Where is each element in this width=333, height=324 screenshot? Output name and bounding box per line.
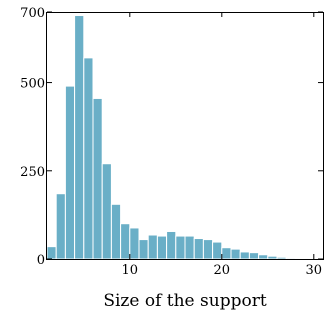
y-tick-label-0: 0 bbox=[37, 253, 45, 268]
histogram-bar-5 bbox=[83, 57, 94, 260]
histogram-bar-1 bbox=[46, 246, 57, 260]
histogram-bar-25 bbox=[267, 255, 278, 260]
histogram-bar-13 bbox=[156, 235, 168, 260]
histogram-bar-15 bbox=[175, 235, 186, 260]
histogram-bar-6 bbox=[92, 97, 103, 260]
x-tick-label-30: 30 bbox=[306, 263, 323, 278]
histogram-bar-18 bbox=[202, 239, 214, 260]
histogram-bar-4 bbox=[74, 15, 85, 260]
bars-group bbox=[46, 15, 315, 260]
histogram-bar-20 bbox=[221, 247, 232, 260]
histogram-bar-11 bbox=[138, 239, 149, 260]
histogram-bar-10 bbox=[129, 227, 140, 260]
histogram-bar-16 bbox=[184, 235, 195, 260]
y-tick-label-250: 250 bbox=[20, 165, 45, 180]
y-tick-label-500: 500 bbox=[20, 77, 45, 92]
tick-labels-group: 10 20 30 0 250 500 700 bbox=[20, 6, 322, 278]
histogram-bar-22 bbox=[239, 251, 250, 260]
y-tick-label-700: 700 bbox=[20, 6, 45, 21]
histogram-bar-7 bbox=[101, 163, 112, 260]
x-tick-label-10: 10 bbox=[122, 263, 139, 278]
histogram-bar-14 bbox=[166, 230, 177, 260]
histogram-bar-24 bbox=[258, 254, 269, 260]
histogram-bar-12 bbox=[147, 234, 158, 260]
histogram-bar-23 bbox=[248, 252, 260, 260]
histogram-bar-21 bbox=[230, 248, 241, 260]
plot-frame bbox=[46, 12, 324, 260]
histogram-bar-26 bbox=[276, 256, 287, 260]
histogram-bar-28 bbox=[294, 257, 306, 260]
histogram-bar-2 bbox=[55, 193, 66, 260]
histogram-bar-17 bbox=[193, 238, 204, 260]
ticks-group bbox=[47, 11, 323, 260]
histogram-bar-19 bbox=[212, 241, 223, 260]
histogram-bar-9 bbox=[120, 223, 131, 260]
x-axis-label: Size of the support bbox=[103, 291, 266, 311]
histogram-bar-3 bbox=[64, 85, 76, 260]
histogram-bar-27 bbox=[285, 257, 296, 260]
x-tick-label-20: 20 bbox=[214, 263, 231, 278]
histogram-bar-8 bbox=[110, 203, 122, 260]
